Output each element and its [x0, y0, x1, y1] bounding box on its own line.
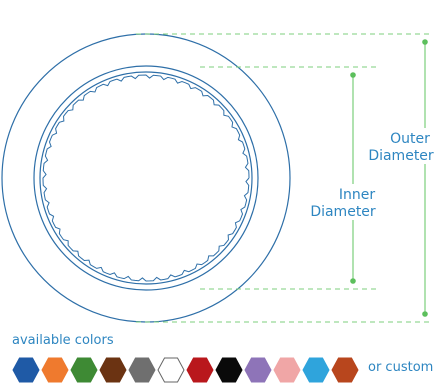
outer-dimension-dot-bottom [422, 311, 428, 317]
color-swatch-green[interactable] [70, 357, 98, 383]
outer-diameter-label-line2: Diameter [368, 148, 434, 164]
outer-dimension-dot-top [422, 39, 428, 45]
color-swatch-blue[interactable] [12, 357, 40, 383]
color-swatch-light-blue[interactable] [302, 357, 330, 383]
color-swatch-red[interactable] [186, 357, 214, 383]
color-swatch-gray[interactable] [128, 357, 156, 383]
inner-diameter-label-line1: Inner [339, 187, 375, 203]
color-swatch-purple[interactable] [244, 357, 272, 383]
tube-diagram: Outer Diameter Inner Diameter [1, 33, 434, 323]
or-custom-label: or custom [368, 360, 434, 375]
color-swatch-rust[interactable] [331, 357, 359, 383]
color-swatch-pink[interactable] [273, 357, 301, 383]
available-colors-label: available colors [12, 333, 114, 348]
outer-diameter-label-line1: Outer [390, 131, 430, 147]
color-swatch-black[interactable] [215, 357, 243, 383]
color-swatch-white[interactable] [157, 357, 185, 383]
inner-diameter-label-line2: Diameter [310, 204, 376, 220]
inner-dimension-dot-bottom [350, 278, 356, 284]
inner-dimension-dot-top [350, 72, 356, 78]
serrated-inner-edge [42, 74, 250, 282]
inner-ring-inner-edge [39, 71, 253, 285]
color-swatch-orange[interactable] [41, 357, 69, 383]
inner-ring-outer-edge [33, 65, 259, 291]
outer-ring [1, 33, 291, 323]
color-swatch-row [12, 357, 359, 383]
color-swatch-brown[interactable] [99, 357, 127, 383]
